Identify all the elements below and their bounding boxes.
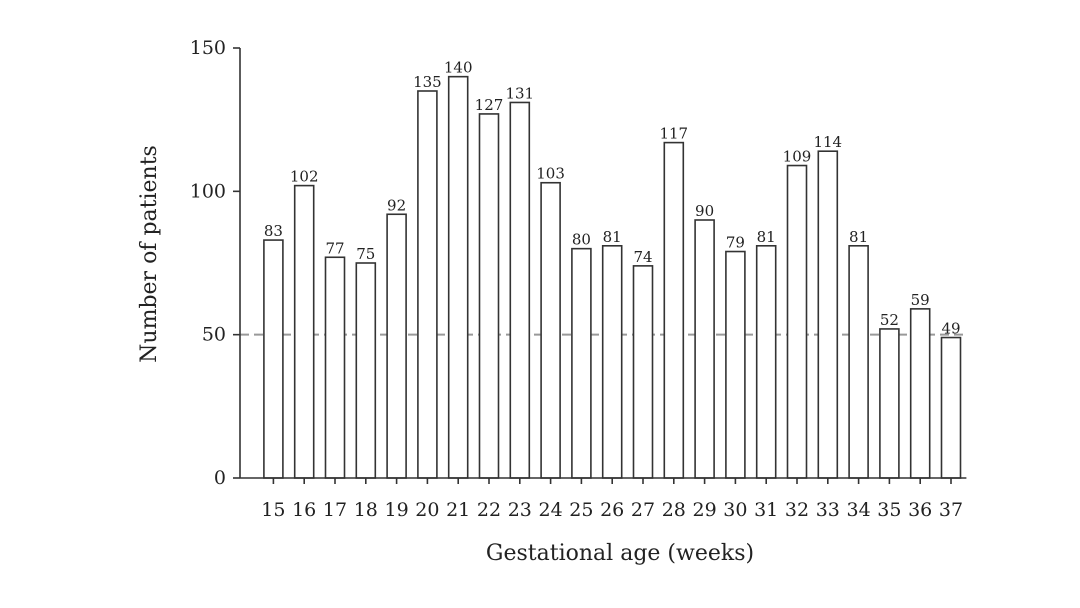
y-tick-label: 150 — [190, 37, 226, 59]
x-tick-label: 32 — [785, 499, 809, 521]
bar — [324, 256, 346, 479]
bar — [571, 247, 592, 479]
data-label: 117 — [659, 125, 688, 143]
x-tick-label: 23 — [508, 499, 532, 521]
data-label: 103 — [536, 165, 565, 183]
x-tick-label: 16 — [292, 499, 316, 521]
bar — [663, 141, 685, 479]
y-axis-title: Number of patients — [137, 145, 162, 363]
bar — [786, 164, 808, 479]
bar — [540, 181, 561, 479]
bar — [478, 113, 500, 479]
x-axis-title: Gestational age (weeks) — [486, 541, 754, 566]
data-label: 92 — [387, 196, 406, 214]
x-tick-label: 36 — [908, 499, 932, 521]
bar — [848, 245, 869, 479]
bar — [879, 328, 900, 479]
data-label: 131 — [505, 84, 534, 102]
data-label: 102 — [290, 168, 319, 186]
bar — [386, 213, 407, 479]
bar — [632, 265, 654, 479]
data-label: 79 — [726, 234, 745, 252]
bar — [509, 101, 531, 479]
data-label: 77 — [325, 239, 344, 257]
x-tick-label: 15 — [261, 499, 285, 521]
x-tick-label: 35 — [877, 499, 901, 521]
x-tick-label: 26 — [600, 499, 624, 521]
bar — [725, 250, 746, 479]
bar — [817, 150, 839, 479]
bar — [755, 245, 777, 479]
x-tick-label: 20 — [415, 499, 439, 521]
x-tick-label: 25 — [569, 499, 593, 521]
data-label: 109 — [783, 148, 812, 166]
x-tick-label: 27 — [631, 499, 655, 521]
bar — [417, 90, 438, 479]
x-tick-label: 29 — [693, 499, 717, 521]
x-tick-label: 34 — [847, 499, 871, 521]
data-label: 80 — [572, 231, 591, 249]
y-tick-label: 100 — [190, 180, 226, 202]
x-tick-label: 37 — [939, 499, 963, 521]
x-tick-label: 24 — [539, 499, 563, 521]
data-label: 114 — [813, 133, 842, 151]
x-tick-label: 22 — [477, 499, 501, 521]
data-label: 127 — [475, 96, 504, 114]
plot-area: 83 15 102 16 77 17 75 18 92 19 135 20 140 21 127 22 131 2… — [190, 37, 967, 521]
data-label: 135 — [413, 73, 442, 91]
data-label: 83 — [264, 222, 283, 240]
data-label: 75 — [356, 245, 375, 263]
x-tick-label: 18 — [354, 499, 378, 521]
y-tick-label: 0 — [214, 467, 226, 489]
data-label: 59 — [911, 291, 930, 309]
bar — [940, 336, 962, 479]
data-label: 140 — [444, 59, 473, 77]
data-label: 81 — [757, 228, 776, 246]
bar — [694, 219, 715, 479]
x-tick-label: 33 — [816, 499, 840, 521]
x-tick-label: 31 — [754, 499, 778, 521]
x-tick-label: 28 — [662, 499, 686, 521]
x-tick-label: 19 — [385, 499, 409, 521]
bar — [909, 308, 931, 479]
x-tick-label: 21 — [446, 499, 470, 521]
data-label: 81 — [603, 228, 622, 246]
x-tick-label: 30 — [723, 499, 747, 521]
y-tick-label: 50 — [202, 324, 226, 346]
x-tick-label: 17 — [323, 499, 347, 521]
data-label: 74 — [633, 248, 652, 266]
bar — [263, 239, 284, 479]
bar — [447, 75, 469, 479]
data-label: 90 — [695, 202, 714, 220]
bar — [601, 245, 623, 479]
data-label: 81 — [849, 228, 868, 246]
bar — [355, 262, 377, 479]
data-label: 49 — [941, 320, 960, 338]
data-label: 52 — [880, 311, 899, 329]
bar — [293, 184, 315, 479]
